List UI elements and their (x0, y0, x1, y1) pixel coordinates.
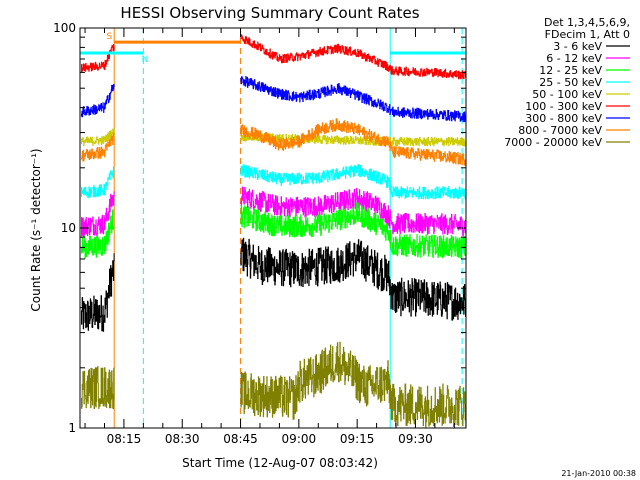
legend-entry-label: 12 - 25 keV (539, 64, 602, 77)
series-100-300-keV-kev (81, 34, 466, 80)
legend-entry-label: 25 - 50 keV (539, 76, 602, 89)
series-6-12-keV-kev (81, 186, 466, 237)
flag-label-n: N (142, 55, 149, 65)
series-trace-5-seg-1 (240, 34, 466, 80)
series-trace-5-seg-0 (81, 44, 115, 73)
data-layer: SN (80, 28, 466, 428)
series-trace-3-seg-0 (81, 166, 115, 199)
series-trace-2-seg-0 (81, 209, 115, 259)
y-axis-label: Count Rate (s⁻¹ detector⁻¹) (29, 148, 43, 311)
flag-label-s: S (106, 32, 112, 42)
axes-layer: 1 10 100 08:15 08:30 08:45 09:00 09:15 09:30 (53, 21, 467, 446)
series-12-25-keV-kev (81, 202, 466, 259)
legend-entry-label: 50 - 100 keV (532, 88, 602, 101)
series-trace-3-seg-1 (240, 164, 466, 200)
series-trace-1-seg-0 (81, 191, 115, 237)
chart-title: HESSI Observing Summary Count Rates (120, 4, 419, 22)
x-axis-label: Start Time (12-Aug-07 08:03:42) (182, 456, 378, 470)
legend-entry-label: 6 - 12 keV (546, 52, 602, 65)
timestamp: 21-Jan-2010 00:38 (561, 469, 636, 478)
legend-entry-label: 800 - 7000 keV (518, 124, 602, 137)
series-trace-2-seg-1 (240, 202, 466, 259)
series-trace-0-seg-0 (81, 253, 115, 332)
y-tick-label: 100 (53, 21, 76, 35)
legend: Det 1,3,4,5,6,9,FDecim 1, Att 03 - 6 keV… (504, 16, 630, 149)
x-tick-label: 09:00 (282, 432, 317, 446)
series-trace-8-seg-1 (240, 341, 466, 428)
x-tick-label: 09:15 (340, 432, 375, 446)
series-7000-20000-keV-kev (81, 341, 466, 428)
series-trace-0-seg-1 (240, 237, 466, 321)
series-trace-6-seg-1 (240, 76, 466, 123)
x-tick-label: 08:30 (165, 432, 200, 446)
legend-header: FDecim 1, Att 0 (545, 28, 630, 41)
x-tick-label: 09:30 (398, 432, 433, 446)
series-trace-7-seg-0 (81, 132, 115, 162)
series-trace-8-seg-0 (81, 366, 115, 410)
y-tick-label: 1 (68, 421, 76, 435)
series-trace-7-seg-1 (240, 118, 466, 166)
plot-area (80, 28, 466, 428)
series-300-800-keV-kev (81, 76, 466, 123)
x-tick-label: 08:15 (107, 432, 142, 446)
y-tick-label: 10 (61, 221, 76, 235)
series-3-6-keV-kev (81, 237, 466, 332)
legend-entry-label: 3 - 6 keV (553, 40, 602, 53)
legend-entry-label: 7000 - 20000 keV (504, 136, 602, 149)
series-trace-1-seg-1 (240, 186, 466, 237)
legend-entry-label: 100 - 300 keV (525, 100, 602, 113)
x-tick-label: 08:45 (223, 432, 258, 446)
legend-entry-label: 300 - 800 keV (525, 112, 602, 125)
series-trace-6-seg-0 (81, 84, 115, 118)
series-800-7000-keV-kev (81, 118, 466, 166)
series-25-50-keV-kev (81, 164, 466, 200)
legend-header: Det 1,3,4,5,6,9, (544, 16, 630, 29)
